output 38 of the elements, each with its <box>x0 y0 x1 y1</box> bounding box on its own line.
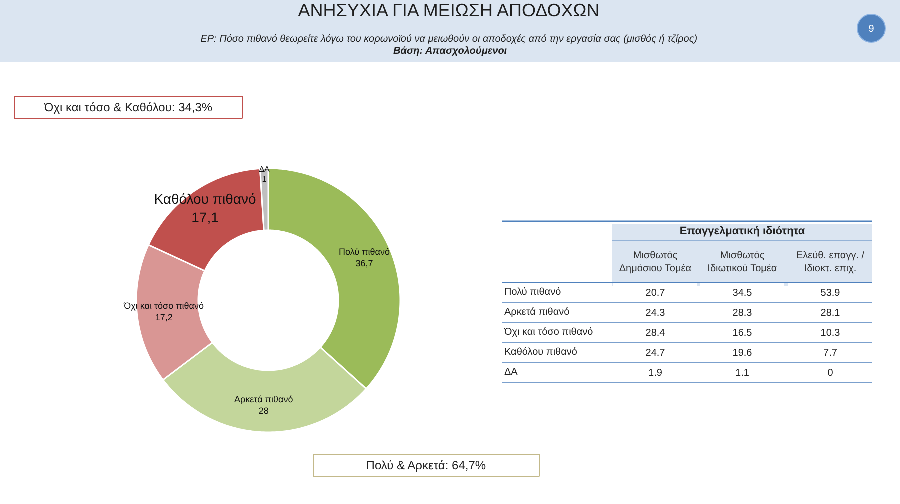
data-label: 20.7 <box>646 288 666 299</box>
y-tick-label: Καθόλου πιθανό <box>504 347 578 358</box>
data-label: 24.7 <box>646 348 666 359</box>
data-label: 24.3 <box>646 308 666 319</box>
data-label: 1.1 <box>736 368 750 379</box>
data-label: 28.4 <box>646 328 666 339</box>
y-tick-label: Όχι και τόσο πιθανό <box>504 327 594 338</box>
data-label: 17,1 <box>192 209 220 226</box>
y-tick-label: ΔΑ <box>504 367 518 378</box>
data-label: 28.3 <box>732 308 753 319</box>
chart-title: Επαγγελματική ιδιότητα <box>680 226 806 238</box>
text: Πολύ & Αρκετά: 64,7% <box>366 458 486 472</box>
data-label: 10.3 <box>820 328 841 339</box>
data-label: 16.5 <box>732 328 753 339</box>
data-label: 36,7 <box>356 258 374 269</box>
y-tick-label: Πολύ πιθανό <box>504 287 562 298</box>
data-label: 28 <box>258 406 269 416</box>
slice-label: Πολύ πιθανό <box>338 247 390 258</box>
data-label: 53.9 <box>820 288 841 299</box>
data-label: 34.5 <box>732 288 753 299</box>
x-tick-label: Μισθωτός Ιδιωτικού Τομέα <box>708 250 778 274</box>
y-tick-label: Αρκετά πιθανό <box>504 307 570 318</box>
text: 9 <box>868 24 875 35</box>
slice-label: ΔΑ <box>259 164 271 174</box>
data-label: 7.7 <box>824 348 838 359</box>
data-label: 17,2 <box>155 312 173 322</box>
data-label: 1 <box>262 175 268 184</box>
slice-label: Όχι και τόσο πιθανό <box>123 300 204 311</box>
text: ΕΡ: Πόσο πιθανό θεωρείτε λόγω του κορωνοϊού να μειωθούν οι αποδοχές από την εργασία σας (μισθός ή τζίρος) Βάση: Απασχολούμενοι <box>200 34 698 57</box>
slice-label: Αρκετά πιθανό <box>234 394 294 405</box>
text: ΑΝΗΣΥΧΙΑ ΓΙΑ ΜΕΙΩΣΗ ΑΠΟΔΟΧΩΝ <box>298 0 600 20</box>
data-label: 19.6 <box>732 348 753 359</box>
text: Όχι και τόσο & Καθόλου: 34,3% <box>43 100 213 114</box>
data-label: 0 <box>828 368 834 379</box>
data-label: 1.9 <box>648 368 663 379</box>
x-tick-label: Ελεύθ. επαγγ. / Ιδιοκτ. επιχ. <box>796 250 865 274</box>
data-label: 28.1 <box>820 308 841 319</box>
x-tick-label: Μισθωτός Δημόσιου Τομέα <box>619 250 692 274</box>
